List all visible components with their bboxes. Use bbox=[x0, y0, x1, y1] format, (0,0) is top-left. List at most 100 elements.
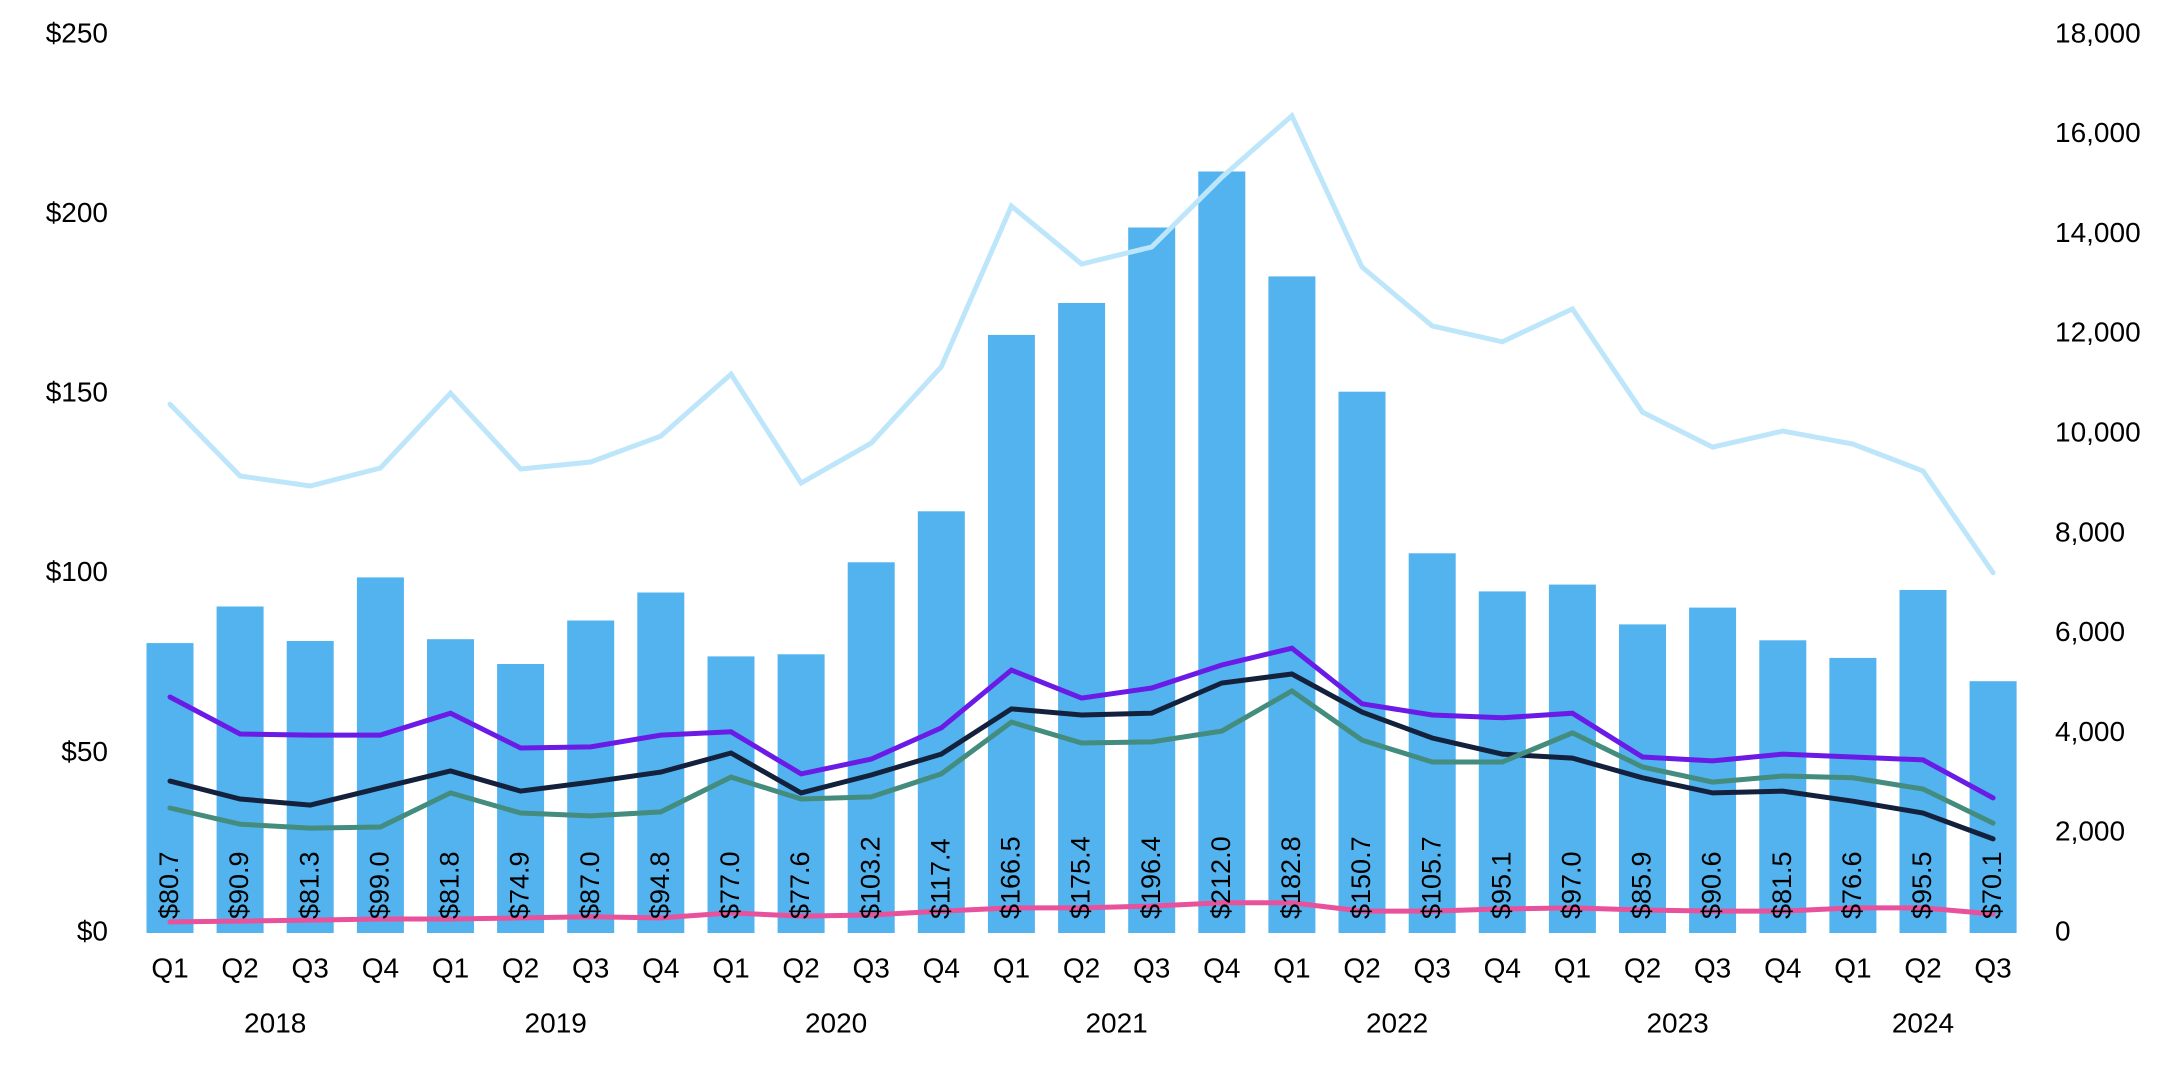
x-axis-quarter-label: Q4 bbox=[1203, 952, 1240, 983]
bar bbox=[917, 511, 965, 933]
bar-data-label: $70.1 bbox=[1977, 851, 2007, 919]
bar bbox=[427, 639, 474, 933]
bar-data-label: $196.4 bbox=[1136, 836, 1166, 919]
right-y-axis: 0 2,000 4,000 6,000 8,000 10,000 12,000 14,000 1… bbox=[2055, 17, 2141, 946]
bar-data-label: $81.5 bbox=[1767, 851, 1797, 919]
bar bbox=[847, 562, 895, 933]
bar-data-label: $81.3 bbox=[294, 851, 324, 919]
x-axis-quarter-label: Q1 bbox=[712, 952, 749, 983]
x-axis-quarter-label: Q1 bbox=[1554, 952, 1591, 983]
bar bbox=[987, 334, 1035, 933]
right-axis-tick-label: 0 bbox=[2055, 915, 2071, 946]
right-axis-tick-label: 10,000 bbox=[2055, 416, 2141, 447]
x-axis-quarter-label: Q2 bbox=[1063, 952, 1100, 983]
bar bbox=[1128, 227, 1176, 933]
x-axis-year-label: 2024 bbox=[1892, 1007, 1954, 1038]
left-y-axis: $0 $50 $100 $150 $200 $250 bbox=[46, 17, 108, 946]
right-axis-tick-label: 8,000 bbox=[2055, 516, 2125, 547]
x-axis-year-label: 2019 bbox=[525, 1007, 587, 1038]
bar-data-label: $87.0 bbox=[575, 851, 605, 919]
x-axis-quarter-label: Q1 bbox=[432, 952, 469, 983]
bar bbox=[567, 620, 615, 933]
bar bbox=[146, 643, 194, 933]
bar-data-label: $150.7 bbox=[1346, 836, 1376, 919]
x-axis-quarter-label: Q3 bbox=[1133, 952, 1170, 983]
x-axis-quarter-label: Q3 bbox=[1974, 952, 2011, 983]
x-axis-quarter-label: Q2 bbox=[502, 952, 539, 983]
left-axis-tick-label: $100 bbox=[46, 556, 108, 587]
x-axis-quarter-label: Q4 bbox=[362, 952, 399, 983]
right-axis-tick-label: 12,000 bbox=[2055, 317, 2141, 348]
x-axis-quarter-label: Q3 bbox=[853, 952, 890, 983]
bar-data-label: $212.0 bbox=[1206, 836, 1236, 919]
bar bbox=[216, 606, 264, 933]
x-axis-quarter-label: Q2 bbox=[221, 952, 258, 983]
bar-data-label: $81.8 bbox=[435, 851, 465, 919]
bar bbox=[497, 664, 545, 933]
bar bbox=[1198, 171, 1246, 933]
bar-data-label: $175.4 bbox=[1066, 836, 1096, 919]
bar-data-label: $105.7 bbox=[1416, 836, 1446, 919]
x-axis: Q1 Q2 Q3 Q4 Q1 Q2 Q3 Q4 Q1 Q2 Q3 Q4 Q1 Q2 Q3 Q4 Q1 Q2 Q3 Q4… bbox=[151, 952, 2011, 1038]
x-axis-quarter-label: Q1 bbox=[993, 952, 1030, 983]
bar-data-label: $90.6 bbox=[1697, 851, 1727, 919]
bar-data-label: $74.9 bbox=[505, 851, 535, 919]
left-axis-tick-label: $0 bbox=[77, 915, 108, 946]
right-axis-tick-label: 18,000 bbox=[2055, 17, 2141, 48]
line-438C7E bbox=[167, 687, 1996, 831]
right-axis-tick-label: 14,000 bbox=[2055, 217, 2141, 248]
line-series bbox=[167, 111, 1996, 925]
bar bbox=[286, 641, 334, 933]
bar-data-label: $95.5 bbox=[1907, 851, 1937, 919]
x-axis-quarter-label: Q4 bbox=[923, 952, 960, 983]
right-axis-tick-label: 6,000 bbox=[2055, 616, 2125, 647]
x-axis-year-label: 2018 bbox=[244, 1007, 306, 1038]
x-axis-quarter-label: Q2 bbox=[782, 952, 819, 983]
bar bbox=[1338, 391, 1386, 933]
bar bbox=[707, 656, 755, 933]
x-axis-quarter-label: Q1 bbox=[151, 952, 188, 983]
x-axis-year-label: 2023 bbox=[1646, 1007, 1708, 1038]
bar-data-label: $94.8 bbox=[645, 851, 675, 919]
x-axis-year-label: 2022 bbox=[1366, 1007, 1428, 1038]
x-axis-quarter-label: Q2 bbox=[1624, 952, 1661, 983]
x-axis-quarter-label: Q1 bbox=[1834, 952, 1871, 983]
bar bbox=[1058, 303, 1106, 933]
x-axis-quarter-label: Q4 bbox=[1764, 952, 1801, 983]
bar-data-label: $80.7 bbox=[154, 851, 184, 919]
line-6A1BE5 bbox=[167, 645, 1996, 801]
bar-data-label: $99.0 bbox=[365, 851, 395, 919]
bar-data-label: $76.6 bbox=[1837, 851, 1867, 919]
left-axis-tick-label: $150 bbox=[46, 377, 108, 408]
left-axis-tick-label: $200 bbox=[46, 197, 108, 228]
bar-data-label: $95.1 bbox=[1486, 851, 1516, 919]
x-axis-quarter-label: Q3 bbox=[1694, 952, 1731, 983]
x-axis-year-label: 2021 bbox=[1085, 1007, 1147, 1038]
x-axis-quarter-label: Q1 bbox=[1273, 952, 1310, 983]
x-axis-quarter-label: Q2 bbox=[1343, 952, 1380, 983]
bar bbox=[1759, 640, 1807, 933]
x-axis-quarter-label: Q3 bbox=[572, 952, 609, 983]
bar bbox=[356, 577, 404, 933]
bar-data-label: $117.4 bbox=[925, 838, 955, 919]
line-14213D bbox=[167, 671, 1996, 842]
bar bbox=[637, 592, 685, 933]
bar-data-label: $103.2 bbox=[855, 836, 885, 919]
x-axis-year-label: 2020 bbox=[805, 1007, 867, 1038]
line-E8519B bbox=[167, 900, 1996, 925]
bar-data-label: $85.9 bbox=[1627, 851, 1657, 919]
left-axis-tick-label: $50 bbox=[61, 736, 108, 767]
bar-data-label: $77.0 bbox=[715, 851, 745, 919]
right-axis-tick-label: 2,000 bbox=[2055, 816, 2125, 847]
bar-data-label: $166.5 bbox=[996, 836, 1026, 919]
left-axis-tick-label: $250 bbox=[46, 17, 108, 48]
right-axis-tick-label: 16,000 bbox=[2055, 117, 2141, 148]
bar-data-label: $97.0 bbox=[1557, 851, 1587, 919]
bar-data-label: $90.9 bbox=[224, 851, 254, 919]
bar-data-label: $77.6 bbox=[785, 851, 815, 919]
bar bbox=[1689, 607, 1737, 933]
x-axis-quarter-label: Q3 bbox=[1414, 952, 1451, 983]
bar bbox=[1829, 657, 1877, 933]
x-axis-quarter-label: Q4 bbox=[642, 952, 679, 983]
